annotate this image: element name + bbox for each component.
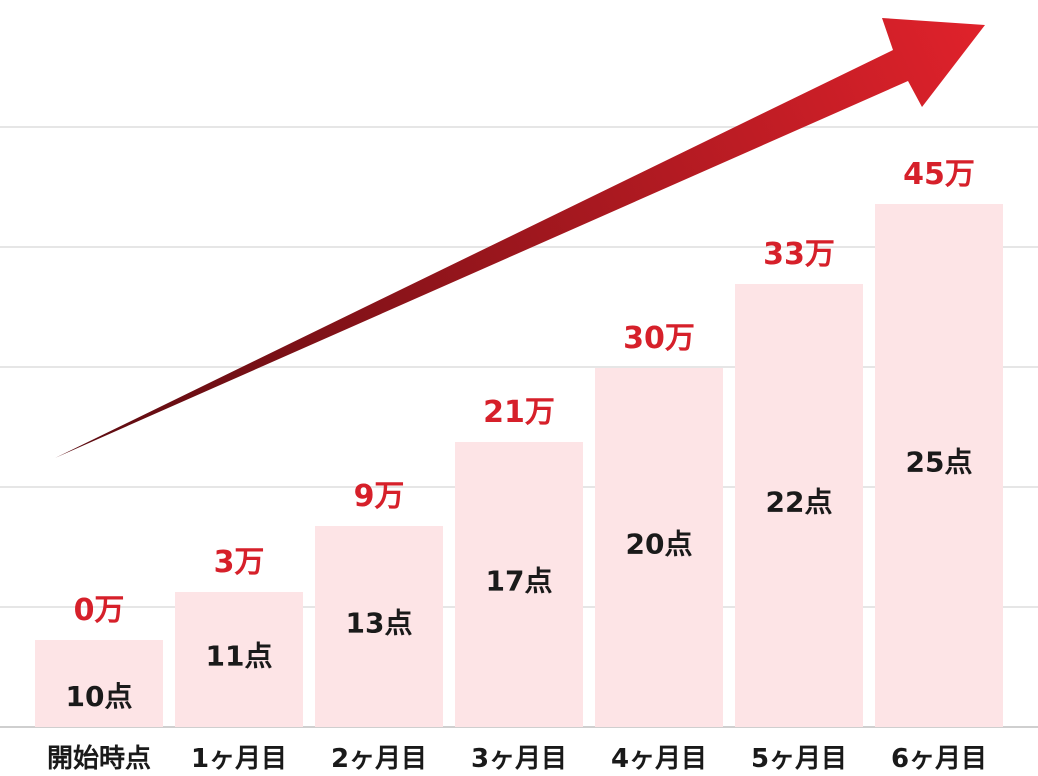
- bar: [175, 592, 303, 727]
- bar: [35, 640, 163, 727]
- bar-value-label: 30万: [623, 321, 695, 356]
- x-tick-label: 2ヶ月目: [331, 744, 427, 774]
- x-tick-label: 6ヶ月目: [891, 744, 987, 774]
- x-tick-label: 5ヶ月目: [751, 744, 847, 774]
- bar-count-label: 11点: [206, 640, 273, 673]
- bar: [595, 368, 723, 727]
- x-tick-label: 3ヶ月目: [471, 744, 567, 774]
- bar-count-label: 22点: [766, 486, 833, 519]
- bar-value-label: 33万: [763, 237, 835, 272]
- bar-value-label: 0万: [74, 593, 125, 628]
- bar: [315, 526, 443, 727]
- bar-value-label: 45万: [903, 157, 975, 192]
- bar-count-label: 13点: [346, 607, 413, 640]
- growth-arrow-icon: [55, 18, 985, 458]
- bar-count-label: 20点: [626, 528, 693, 561]
- bar-count-label: 17点: [486, 565, 553, 598]
- bar-value-label: 3万: [214, 545, 265, 580]
- x-tick-label: 開始時点: [47, 743, 151, 774]
- bar-value-label: 21万: [483, 395, 555, 430]
- bar-count-label: 25点: [906, 446, 973, 479]
- bar-count-label: 10点: [66, 680, 133, 713]
- bar-value-label: 9万: [354, 479, 405, 514]
- x-tick-label: 4ヶ月目: [611, 744, 707, 774]
- bar: [455, 442, 583, 727]
- bar: [875, 204, 1003, 727]
- bars: [35, 204, 1003, 727]
- x-tick-label: 1ヶ月目: [191, 744, 287, 774]
- bar: [735, 284, 863, 727]
